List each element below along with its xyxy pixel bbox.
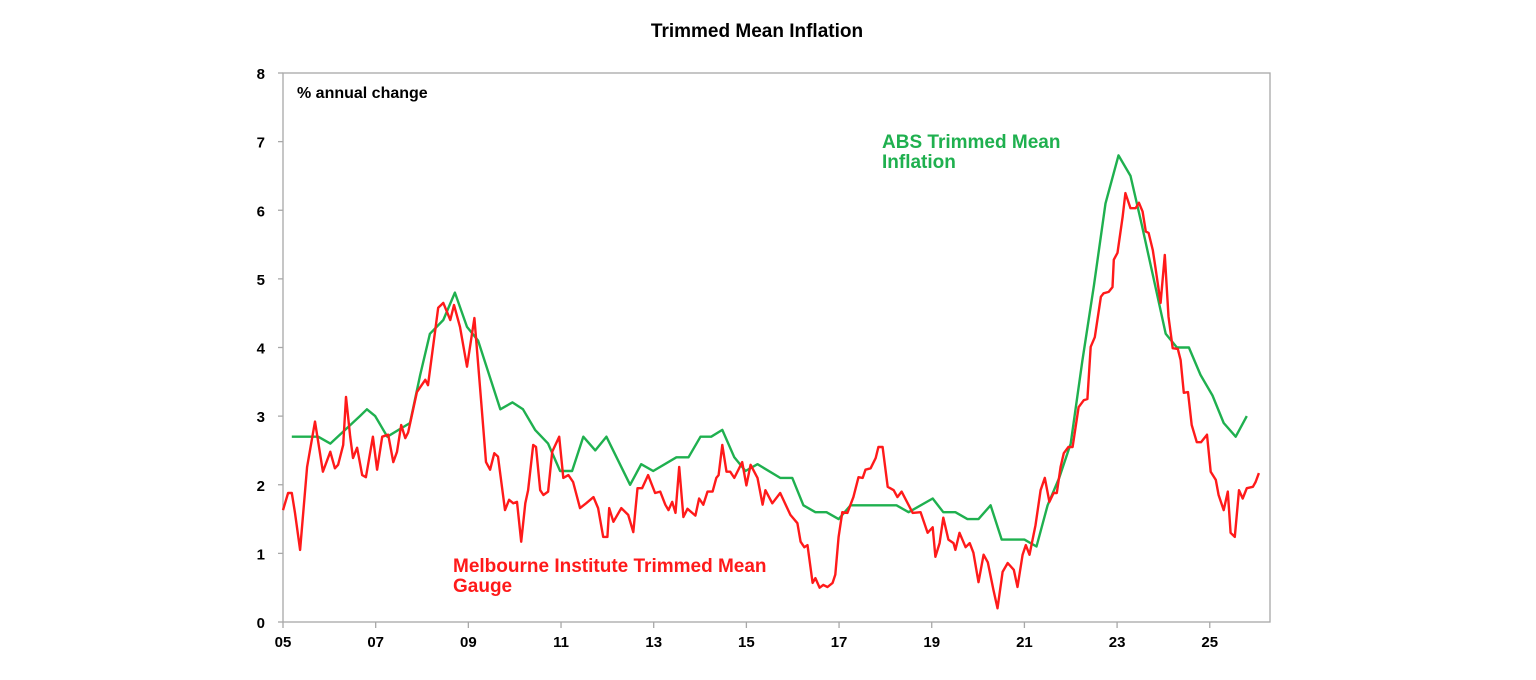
x-tick-label: 11 <box>553 634 569 651</box>
abs-series-label: ABS Trimmed Mean Inflation <box>882 132 1066 173</box>
x-tick-label: 15 <box>738 634 755 651</box>
y-tick-label: 8 <box>257 66 265 83</box>
melbourne-institute-gauge-line <box>281 191 1261 610</box>
plot-area-frame <box>282 72 1271 623</box>
y-tick-label: 6 <box>257 203 265 220</box>
melbourne-institute-series-label: Melbourne Institute Trimmed Mean Gauge <box>453 556 772 597</box>
abs-series-label-line-2: Inflation <box>882 152 956 173</box>
y-tick-label: 0 <box>257 615 265 632</box>
y-tick-label: 2 <box>257 478 265 495</box>
mi-series-label-line-1: Melbourne Institute Trimmed Mean <box>453 556 767 577</box>
x-tick-label: 25 <box>1201 634 1218 651</box>
abs-trimmed-mean-line <box>291 154 1248 548</box>
x-tick-label: 23 <box>1109 634 1126 651</box>
abs-series-label-line-1: ABS Trimmed Mean <box>882 132 1060 153</box>
y-tick-label: 5 <box>257 272 265 289</box>
y-tick-label: 4 <box>257 341 266 358</box>
y-tick-label: 3 <box>257 409 265 426</box>
mi-series-label-line-2: Gauge <box>453 576 512 597</box>
x-tick-label: 21 <box>1016 634 1033 651</box>
y-tick-label: 1 <box>257 546 265 563</box>
x-tick-label: 09 <box>460 634 477 651</box>
y-tick-label: 7 <box>257 135 265 152</box>
x-tick-label: 05 <box>275 634 292 651</box>
x-tick-label: 13 <box>645 634 662 651</box>
series-layer <box>281 154 1261 610</box>
x-tick-label: 07 <box>367 634 384 651</box>
x-tick-label: 19 <box>923 634 940 651</box>
x-tick-label: 17 <box>831 634 848 651</box>
chart-title: Trimmed Mean Inflation <box>651 21 863 42</box>
y-axis-unit-label: % annual change <box>297 85 428 102</box>
